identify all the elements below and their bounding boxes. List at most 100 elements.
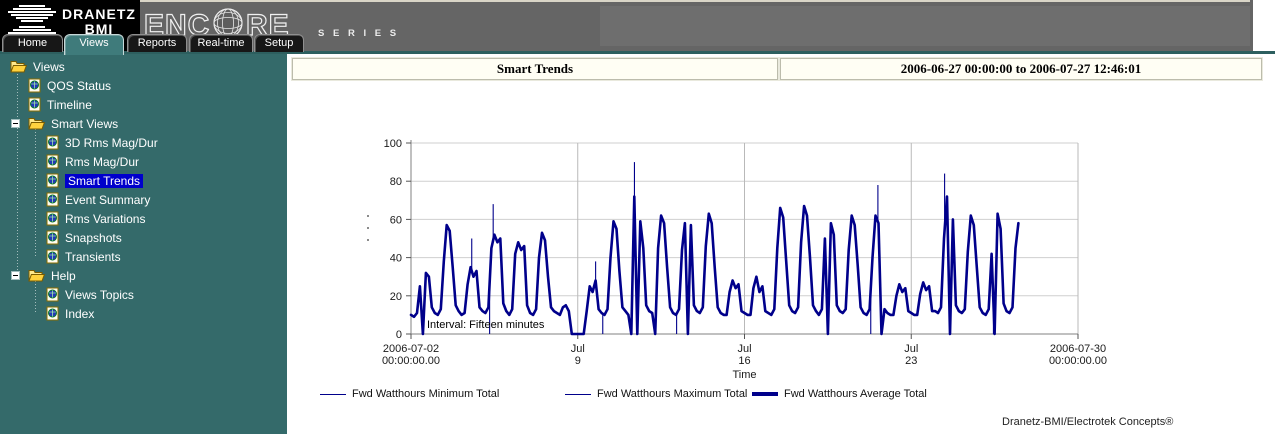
sidebar-item-rms-mag-dur[interactable]: Rms Mag/Dur [0, 152, 287, 171]
document-globe-icon [46, 173, 59, 188]
banner-top-highlight [138, 0, 1250, 2]
tab-setup[interactable]: Setup [254, 34, 304, 52]
sidebar-item-label: Smart Trends [65, 173, 144, 188]
series-text: S E R I E S [318, 28, 399, 39]
y-tick-label: 0 [396, 329, 402, 341]
sidebar-item-rms-variations[interactable]: Rms Variations [0, 209, 287, 228]
sidebar-item-label: Smart Views [51, 116, 119, 131]
document-globe-icon [46, 306, 59, 321]
sidebar-item-help[interactable]: Help [0, 266, 287, 285]
x-tick-label: Jul [571, 343, 585, 355]
legend-line-swatch-icon [320, 393, 346, 395]
y-axis-label-dots [367, 227, 369, 229]
legend-item-fwd-watthours-minimum-total: Fwd Watthours Minimum Total [320, 388, 499, 400]
banner-panel [600, 6, 1250, 46]
copyright: Dranetz-BMI/Electrotek Concepts® [1002, 416, 1174, 428]
document-globe-icon [46, 211, 59, 226]
folder-open-icon [28, 270, 45, 282]
document-globe-icon [28, 78, 41, 93]
banner-corner [1253, 0, 1275, 51]
avg-series-line [409, 195, 1020, 336]
collapse-expander-icon[interactable] [11, 119, 20, 128]
document-globe-icon [28, 78, 41, 93]
folder-open-icon [28, 118, 45, 130]
x-tick-label: Jul [904, 343, 918, 355]
legend-label: Fwd Watthours Average Total [784, 388, 927, 400]
document-globe-icon [46, 135, 59, 150]
smart-trends-chart[interactable]: 0204060801002006-07-0200:00:00.00Jul9Jul… [287, 88, 1275, 388]
tree-connector-line [35, 126, 36, 257]
content-area: Smart Trends 2006-06-27 00:00:00 to 2006… [287, 54, 1275, 434]
globe-icon [213, 8, 243, 38]
document-globe-icon [46, 287, 59, 302]
document-globe-icon [46, 135, 59, 150]
sidebar-item-label: Rms Mag/Dur [65, 154, 140, 169]
interval-note: Interval: Fifteen minutes [427, 319, 545, 331]
sidebar-item-label: Rms Variations [65, 211, 146, 226]
y-axis-label-dots [367, 239, 369, 241]
document-globe-icon [46, 230, 59, 245]
folder-open-icon [28, 269, 45, 282]
legend-label: Fwd Watthours Maximum Total [597, 388, 748, 400]
sidebar-item-label: Timeline [47, 97, 92, 112]
sidebar-item-transients[interactable]: Transients [0, 247, 287, 266]
tree-connector-line [35, 278, 36, 314]
document-globe-icon [46, 154, 59, 169]
sidebar-item-snapshots[interactable]: Snapshots [0, 228, 287, 247]
sidebar-item-smart-trends[interactable]: Smart Trends [0, 171, 287, 190]
legend-line-swatch-icon [752, 392, 778, 396]
document-globe-icon [46, 192, 59, 207]
y-tick-label: 60 [390, 214, 402, 226]
sidebar-item-label: Views Topics [65, 287, 134, 302]
collapse-expander-icon[interactable] [11, 271, 20, 280]
legend-label: Fwd Watthours Minimum Total [352, 388, 500, 400]
report-header: Smart Trends 2006-06-27 00:00:00 to 2006… [292, 58, 1262, 80]
sidebar-item-label: Transients [65, 249, 121, 264]
sidebar-item-label: Index [65, 306, 95, 321]
document-globe-icon [46, 211, 59, 226]
tab-home[interactable]: Home [2, 34, 63, 52]
legend-item-fwd-watthours-maximum-total: Fwd Watthours Maximum Total [565, 388, 747, 400]
sidebar-item-event-summary[interactable]: Event Summary [0, 190, 287, 209]
sidebar-item-views[interactable]: Views [0, 57, 287, 76]
sidebar-item-views-topics[interactable]: Views Topics [0, 285, 287, 304]
sidebar-item-index[interactable]: Index [0, 304, 287, 323]
x-tick-label: 00:00:00.00 [1049, 355, 1107, 367]
y-tick-label: 80 [390, 176, 402, 188]
sidebar-item-timeline[interactable]: Timeline [0, 95, 287, 114]
y-axis-label-dots [367, 215, 369, 217]
tab-reports[interactable]: Reports [127, 34, 187, 52]
document-globe-icon [46, 192, 59, 207]
folder-open-icon [28, 117, 45, 130]
sidebar-item-smart-views[interactable]: Smart Views [0, 114, 287, 133]
brand-dranetz: DRANETZ [62, 6, 136, 22]
sidebar-item-label: Help [51, 268, 76, 283]
x-tick-label: 2006-07-02 [383, 343, 439, 355]
y-tick-label: 20 [390, 291, 402, 303]
chart-legend: Fwd Watthours Minimum Total Fwd Watthours… [287, 388, 1275, 404]
folder-open-icon [10, 60, 27, 73]
x-tick-label: 00:00:00.00 [382, 355, 440, 367]
tab-real-time[interactable]: Real-time [189, 34, 253, 52]
x-tick-label: 23 [905, 355, 917, 367]
sidebar-item-qos-status[interactable]: QOS Status [0, 76, 287, 95]
x-tick-label: 9 [575, 355, 581, 367]
legend-line-swatch-icon [565, 393, 591, 395]
tab-views[interactable]: Views [64, 34, 124, 55]
document-globe-icon [28, 97, 41, 112]
document-globe-icon [46, 306, 59, 321]
x-axis-title: Time [732, 369, 756, 381]
y-tick-label: 100 [384, 138, 402, 150]
x-tick-label: 16 [738, 355, 750, 367]
x-tick-label: Jul [737, 343, 751, 355]
legend-item-fwd-watthours-average-total: Fwd Watthours Average Total [752, 388, 927, 400]
sidebar-item-label: QOS Status [47, 78, 112, 93]
x-tick-label: 2006-07-30 [1050, 343, 1106, 355]
sidebar-item-label: Event Summary [65, 192, 151, 207]
sidebar-item-3d-rms-mag-dur[interactable]: 3D Rms Mag/Dur [0, 133, 287, 152]
brand-text: DRANETZ BMI [60, 7, 138, 37]
views-tree-sidebar: Views QOS Status Timeline Smart Views 3D Rms… [0, 54, 287, 434]
sidebar-item-label: Views [33, 59, 65, 74]
y-tick-label: 40 [390, 253, 402, 265]
document-globe-icon [28, 97, 41, 112]
